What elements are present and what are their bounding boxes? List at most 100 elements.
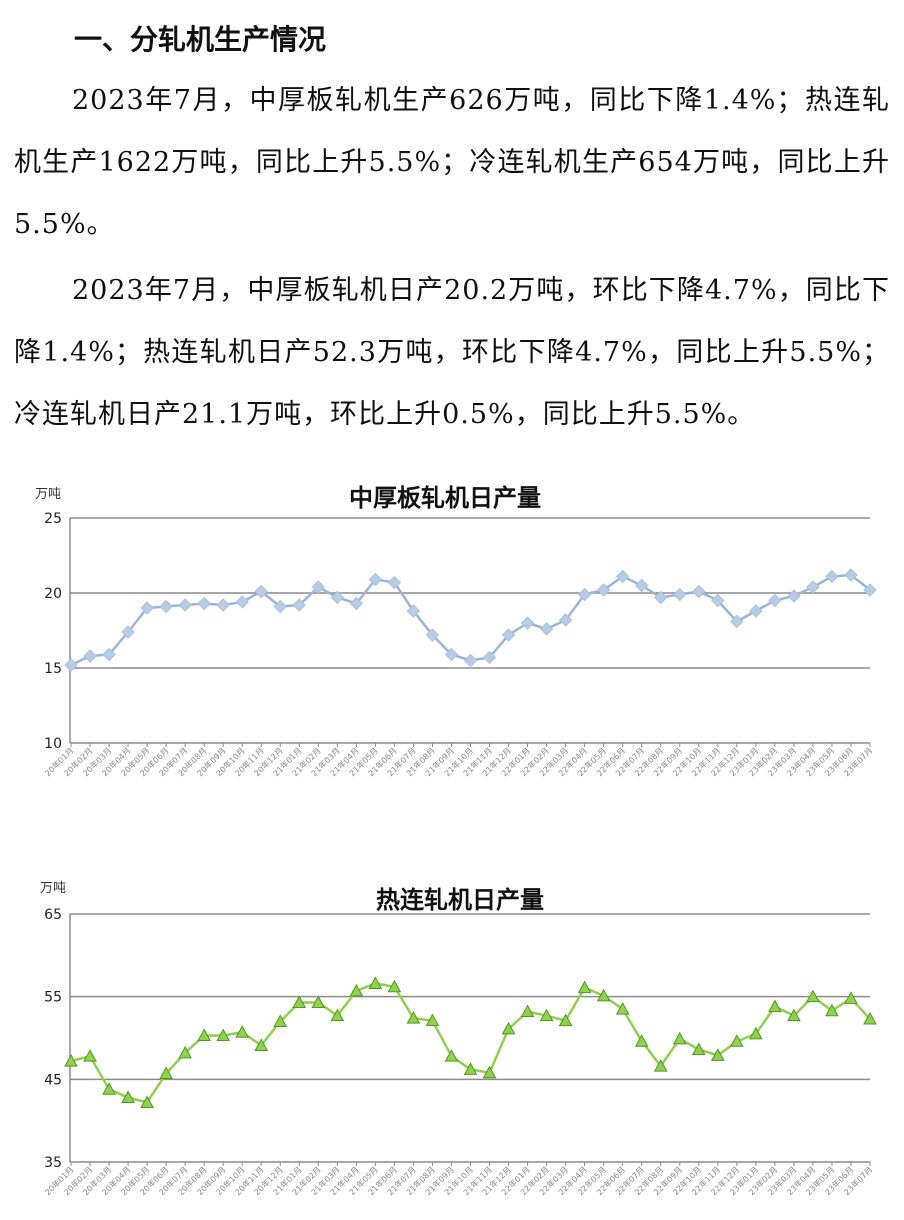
data-point <box>482 650 497 665</box>
data-point <box>102 647 116 662</box>
chart-hot-strip-daily-output: 万吨 热连轧机日产量3545556520年01月20年02月20年03月20年04… <box>40 881 877 1197</box>
data-point <box>596 988 611 1002</box>
data-point <box>406 604 421 618</box>
data-point <box>825 1003 839 1017</box>
paragraph-daily-output: 2023年7月，中厚板轧机日产20.2万吨，环比下降4.7%，同比下降1.4%；… <box>14 275 890 430</box>
data-point <box>273 599 287 614</box>
data-point <box>463 653 478 668</box>
data-point <box>292 598 306 612</box>
data-point <box>749 1026 763 1040</box>
data-point <box>844 991 858 1004</box>
y-tick-label: 45 <box>44 1072 62 1088</box>
y-unit-label: 万吨 <box>35 487 61 502</box>
data-point <box>216 598 230 612</box>
y-unit-label: 万吨 <box>40 881 66 896</box>
data-point <box>330 1008 345 1022</box>
data-point <box>520 1004 535 1018</box>
data-point <box>539 1008 554 1022</box>
y-tick-label: 55 <box>44 990 62 1006</box>
data-point <box>806 989 820 1003</box>
y-tick-label: 15 <box>44 661 62 677</box>
y-tick-label: 65 <box>44 907 62 923</box>
data-point <box>539 622 554 636</box>
data-point <box>292 995 307 1008</box>
data-point <box>368 572 383 587</box>
data-point <box>596 583 611 597</box>
data-point <box>444 1049 459 1062</box>
data-point <box>140 1095 154 1108</box>
data-point <box>787 589 801 603</box>
data-point <box>425 1013 440 1027</box>
data-point <box>235 595 249 609</box>
data-point <box>654 590 668 605</box>
data-point <box>844 568 858 582</box>
data-point <box>729 1034 744 1047</box>
data-point <box>197 596 211 611</box>
data-point <box>635 578 649 593</box>
data-point <box>159 599 173 614</box>
data-point <box>768 999 782 1013</box>
y-tick-label: 35 <box>44 1155 62 1171</box>
chart-title: 中厚板轧机日产量 <box>349 483 541 512</box>
data-point <box>710 1048 725 1061</box>
data-point <box>216 1028 231 1042</box>
data-point <box>64 658 78 672</box>
section-heading: 一、分轧机生产情况 <box>74 23 327 56</box>
data-point <box>615 569 630 584</box>
data-point <box>178 598 192 612</box>
data-point <box>425 628 440 642</box>
data-point <box>235 1025 250 1038</box>
data-point <box>368 976 383 989</box>
data-point <box>673 587 687 602</box>
data-point <box>691 1042 706 1056</box>
data-point <box>64 1054 78 1067</box>
data-point <box>730 614 744 629</box>
data-point <box>444 647 459 662</box>
data-point <box>121 1090 135 1104</box>
data-point <box>482 1065 497 1079</box>
data-point <box>825 569 839 584</box>
data-point <box>634 1034 649 1047</box>
data-point <box>463 1062 478 1075</box>
data-point <box>387 979 402 993</box>
data-point <box>711 593 725 608</box>
series-line <box>70 573 871 667</box>
chart-medium-plate-daily-output: 万吨 中厚板轧机日产量1015202520年01月20年02月20年03月20年0… <box>35 483 877 778</box>
data-point <box>501 628 516 642</box>
data-point <box>349 596 364 611</box>
y-tick-label: 20 <box>44 586 62 602</box>
data-point <box>672 1031 687 1045</box>
data-point <box>159 1066 173 1080</box>
data-point <box>197 1028 212 1042</box>
data-point <box>83 649 97 663</box>
y-tick-label: 10 <box>44 736 62 752</box>
data-point <box>349 983 364 997</box>
data-point <box>140 601 154 615</box>
data-point <box>863 1011 877 1025</box>
paragraph-monthly-output: 2023年7月，中厚板轧机生产626万吨，同比下降1.4%；热连轧机生产1622… <box>14 85 890 240</box>
data-point <box>501 1021 516 1035</box>
data-point <box>121 625 135 639</box>
data-point <box>273 1014 288 1027</box>
data-point <box>768 593 782 608</box>
data-point <box>406 1011 421 1024</box>
data-point <box>577 587 592 602</box>
data-point <box>806 580 820 594</box>
data-point <box>692 584 706 599</box>
series-line <box>70 982 871 1104</box>
data-point <box>83 1049 97 1062</box>
data-point <box>653 1059 668 1072</box>
data-point <box>311 580 326 594</box>
data-point <box>387 575 402 590</box>
y-tick-label: 25 <box>44 511 62 527</box>
data-point <box>254 584 268 599</box>
data-point <box>787 1008 801 1022</box>
data-point <box>558 613 573 627</box>
chart-title: 热连轧机日产量 <box>376 885 544 914</box>
data-point <box>102 1082 116 1095</box>
data-point <box>577 980 592 994</box>
data-point <box>558 1013 573 1027</box>
data-point <box>311 995 326 1008</box>
data-point <box>749 604 763 618</box>
